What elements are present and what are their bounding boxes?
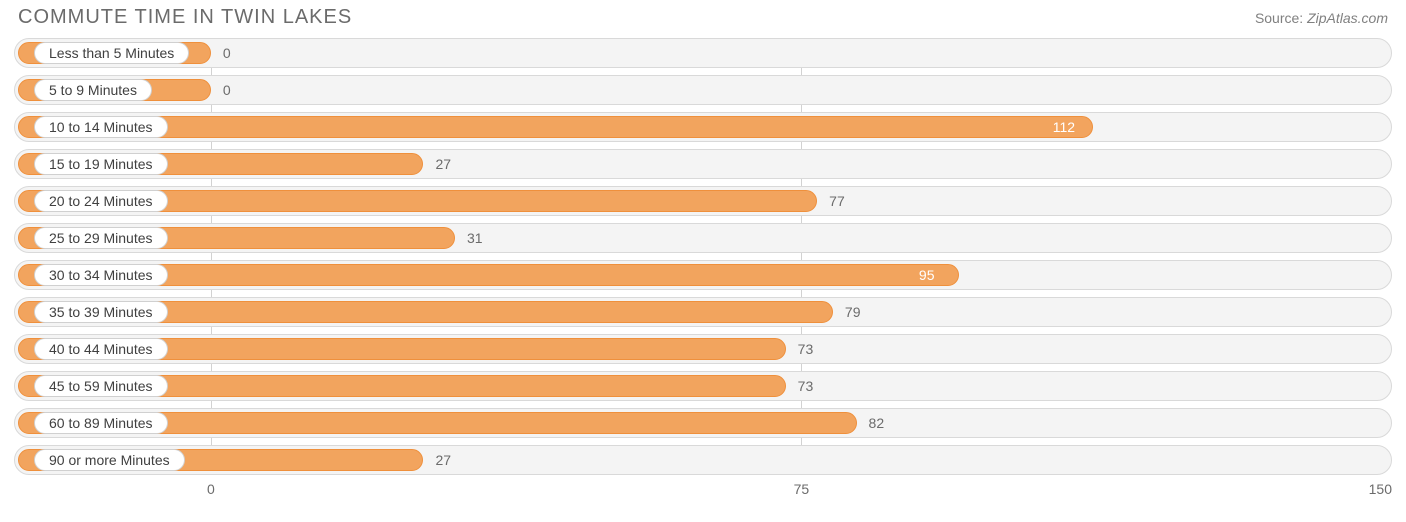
value-label: 79 (845, 304, 861, 320)
source-prefix: Source: (1255, 10, 1307, 26)
chart-title: COMMUTE TIME IN TWIN LAKES (18, 6, 352, 29)
bar-row: 0 Less than 5 Minutes (14, 38, 1392, 68)
value-label: 112 (1053, 119, 1075, 135)
category-pill: 5 to 9 Minutes (34, 79, 152, 101)
value-label: 95 (919, 267, 935, 283)
bar-track (14, 38, 1392, 68)
bar-row: 0 5 to 9 Minutes (14, 75, 1392, 105)
chart-container: COMMUTE TIME IN TWIN LAKES Source: ZipAt… (0, 0, 1406, 522)
chart-source: Source: ZipAtlas.com (1255, 10, 1388, 26)
bar-row: 73 40 to 44 Minutes (14, 334, 1392, 364)
x-tick-label: 0 (207, 481, 215, 497)
value-label: 73 (798, 341, 814, 357)
bar-row: 77 20 to 24 Minutes (14, 186, 1392, 216)
chart-header: COMMUTE TIME IN TWIN LAKES Source: ZipAt… (14, 0, 1392, 38)
category-pill: 35 to 39 Minutes (34, 301, 168, 323)
category-pill: 10 to 14 Minutes (34, 116, 168, 138)
plot-area: 0 Less than 5 Minutes 0 5 to 9 Minutes 112 10… (14, 38, 1392, 503)
bar-row: 73 45 to 59 Minutes (14, 371, 1392, 401)
x-tick-label: 75 (794, 481, 810, 497)
bar-track (14, 75, 1392, 105)
source-name: ZipAtlas.com (1307, 10, 1388, 26)
value-label: 27 (435, 452, 451, 468)
category-pill: 25 to 29 Minutes (34, 227, 168, 249)
value-label: 77 (829, 193, 845, 209)
value-label: 73 (798, 378, 814, 394)
value-label: 27 (435, 156, 451, 172)
value-label: 0 (223, 82, 231, 98)
category-pill: Less than 5 Minutes (34, 42, 189, 64)
bar-row: 79 35 to 39 Minutes (14, 297, 1392, 327)
value-label: 82 (869, 415, 885, 431)
bar (18, 116, 1093, 138)
bar-row: 112 10 to 14 Minutes (14, 112, 1392, 142)
category-pill: 15 to 19 Minutes (34, 153, 168, 175)
category-pill: 90 or more Minutes (34, 449, 185, 471)
category-pill: 60 to 89 Minutes (34, 412, 168, 434)
bar-row: 95 30 to 34 Minutes (14, 260, 1392, 290)
value-label: 31 (467, 230, 483, 246)
category-pill: 40 to 44 Minutes (34, 338, 168, 360)
bar-row: 82 60 to 89 Minutes (14, 408, 1392, 438)
bar-row: 27 15 to 19 Minutes (14, 149, 1392, 179)
x-axis: 0 75 150 (14, 481, 1392, 501)
bar-row: 27 90 or more Minutes (14, 445, 1392, 475)
category-pill: 45 to 59 Minutes (34, 375, 168, 397)
x-tick-label: 150 (1369, 481, 1392, 497)
category-pill: 30 to 34 Minutes (34, 264, 168, 286)
category-pill: 20 to 24 Minutes (34, 190, 168, 212)
bar-row: 31 25 to 29 Minutes (14, 223, 1392, 253)
value-label: 0 (223, 45, 231, 61)
